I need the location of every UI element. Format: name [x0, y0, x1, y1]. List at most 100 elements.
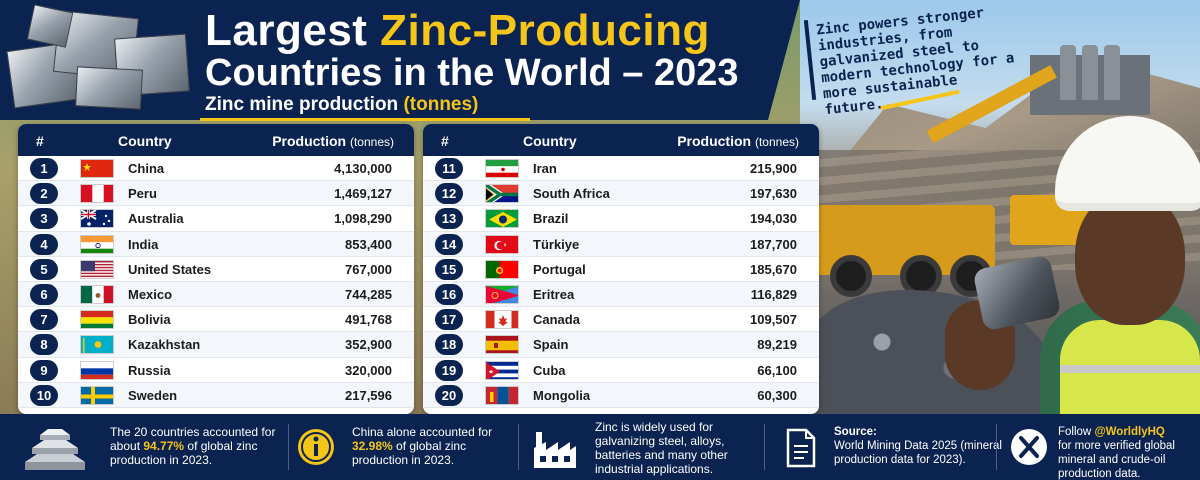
production-value: 197,630	[750, 186, 797, 202]
rank-badge: 1	[30, 158, 58, 179]
page-subtitle: Zinc mine production (tonnes)	[205, 94, 479, 115]
vest-reflective-stripe	[1060, 365, 1200, 373]
table-row: 4 India 853,400	[18, 231, 414, 257]
table-row: 1 China 4,130,000	[18, 156, 414, 182]
production-value: 66,100	[757, 362, 797, 378]
rank-badge: 17	[435, 309, 463, 331]
factory-icon	[532, 428, 578, 475]
country-name: Mongolia	[533, 387, 591, 403]
column-rank: #	[441, 133, 449, 149]
table-row: 14 Türkiye 187,700	[423, 231, 819, 257]
production-value: 4,130,000	[334, 161, 392, 176]
flag-ru-icon	[80, 360, 114, 380]
production-value: 60,300	[757, 387, 797, 403]
rank-badge: 19	[435, 359, 463, 381]
page-title-line2: Countries in the World – 2023	[205, 52, 739, 94]
country-name: Australia	[128, 211, 184, 227]
rank-badge: 4	[30, 233, 58, 255]
country-name: India	[128, 236, 159, 252]
table-header: # Country Production (tonnes)	[18, 124, 414, 156]
production-value: 215,900	[750, 161, 797, 176]
production-value: 217,596	[345, 387, 392, 403]
rank-badge: 6	[30, 283, 58, 305]
divider	[996, 424, 997, 470]
table-body: 11 Iran 215,900 12 South Africa 197,630 13 Braz…	[423, 156, 819, 408]
fact-china-share: China alone accounted for 32.98% of glob…	[352, 425, 493, 467]
country-name: United States	[128, 261, 212, 277]
flag-es-icon	[485, 335, 519, 355]
x-logo-icon[interactable]	[1010, 428, 1048, 471]
country-name: Canada	[533, 312, 580, 328]
document-icon	[784, 428, 818, 473]
rank-badge: 20	[435, 384, 463, 406]
zinc-ingots-icon	[20, 422, 90, 477]
flag-au-icon	[80, 209, 114, 229]
production-value: 194,030	[750, 211, 797, 227]
flag-cn-icon	[80, 159, 114, 178]
ranking-table-left: # Country Production (tonnes) 1 China 4,13…	[18, 124, 414, 414]
silo	[1082, 45, 1098, 100]
country-name: South Africa	[533, 186, 610, 202]
silo	[1104, 45, 1120, 100]
table-row: 11 Iran 215,900	[423, 156, 819, 182]
country-name: Eritrea	[533, 286, 575, 302]
rank-badge: 5	[30, 258, 58, 280]
rank-badge: 12	[435, 183, 463, 205]
country-name: Portugal	[533, 261, 586, 277]
rank-badge: 2	[30, 183, 58, 205]
rank-badge: 13	[435, 208, 463, 230]
rank-badge: 8	[30, 334, 58, 356]
country-name: Cuba	[533, 362, 566, 378]
flag-tr-icon	[485, 234, 519, 254]
rank-badge: 11	[435, 158, 463, 179]
zinc-chunks-image	[6, 4, 196, 111]
subtitle-underline	[200, 118, 530, 121]
rank-badge: 9	[30, 359, 58, 381]
country-name: Bolivia	[128, 312, 171, 328]
column-production: Production (tonnes)	[677, 133, 799, 149]
divider	[764, 424, 765, 470]
truck-wheel	[830, 255, 872, 297]
production-value: 185,670	[750, 261, 797, 277]
page-title: Largest Zinc-Producing	[205, 6, 710, 55]
table-row: 9 Russia 320,000	[18, 358, 414, 383]
table-row: 13 Brazil 194,030	[423, 206, 819, 232]
country-name: Brazil	[533, 211, 569, 227]
flag-cu-icon	[485, 360, 519, 380]
column-production: Production (tonnes)	[272, 133, 394, 149]
flag-pt-icon	[485, 259, 519, 279]
rank-badge: 16	[435, 283, 463, 305]
production-value: 89,219	[757, 337, 797, 353]
table-row: 19 Cuba 66,100	[423, 358, 819, 383]
follow-note: Follow @WorldlyHQ for more verified globa…	[1058, 426, 1175, 480]
production-value: 352,900	[345, 337, 392, 353]
rank-badge: 14	[435, 233, 463, 255]
divider	[518, 424, 519, 470]
flag-za-icon	[485, 184, 519, 204]
source-note: Source: World Mining Data 2025 (mineral p…	[834, 426, 1002, 466]
production-value: 320,000	[345, 362, 392, 378]
flag-bo-icon	[80, 310, 114, 330]
info-icon	[296, 427, 336, 472]
rank-badge: 18	[435, 334, 463, 356]
country-name: China	[128, 161, 165, 176]
fact-uses: Zinc is widely used for galvanizing stee…	[595, 420, 728, 476]
country-name: Türkiye	[533, 236, 580, 252]
country-name: Russia	[128, 362, 171, 378]
table-row: 16 Eritrea 116,829	[423, 281, 819, 308]
rank-badge: 15	[435, 258, 463, 280]
table-row: 8 Kazakhstan 352,900	[18, 332, 414, 358]
country-name: Sweden	[128, 387, 178, 403]
silo	[1060, 45, 1076, 100]
production-value: 109,507	[750, 312, 797, 328]
flag-us-icon	[80, 259, 114, 279]
divider	[288, 424, 289, 470]
social-handle-link[interactable]: @WorldlyHQ	[1094, 426, 1165, 438]
production-value: 1,469,127	[334, 186, 392, 202]
flag-ir-icon	[485, 159, 519, 178]
table-row: 2 Peru 1,469,127	[18, 181, 414, 207]
flag-kz-icon	[80, 335, 114, 355]
rank-badge: 3	[30, 208, 58, 230]
flag-pe-icon	[80, 184, 114, 204]
